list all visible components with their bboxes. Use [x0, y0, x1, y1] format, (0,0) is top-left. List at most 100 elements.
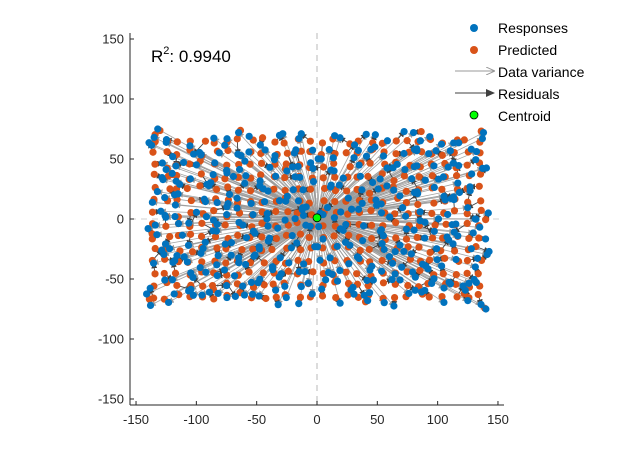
- predicted-point: [356, 246, 364, 255]
- x-tick-label: 0: [313, 412, 320, 427]
- predicted-point: [392, 150, 400, 158]
- response-point: [287, 244, 295, 252]
- response-point: [477, 300, 485, 309]
- predicted-point: [296, 293, 305, 301]
- response-point: [350, 141, 359, 149]
- response-point: [277, 270, 285, 278]
- response-point: [275, 131, 284, 139]
- legend-item-responses: Responses: [470, 20, 568, 36]
- predicted-point: [258, 134, 267, 142]
- response-point: [146, 301, 155, 309]
- response-point: [293, 239, 301, 247]
- response-point: [214, 289, 222, 297]
- predicted-point: [163, 148, 171, 156]
- response-point: [380, 299, 388, 307]
- response-point: [354, 205, 363, 213]
- response-point: [443, 233, 451, 241]
- response-point: [201, 198, 210, 206]
- response-point: [144, 225, 152, 233]
- predicted-point: [260, 281, 268, 289]
- predicted-point: [379, 279, 388, 287]
- response-point: [409, 129, 418, 137]
- response-point: [169, 153, 177, 161]
- predicted-point: [402, 198, 410, 207]
- predicted-point: [425, 256, 434, 264]
- response-point: [186, 175, 195, 183]
- response-point: [209, 170, 217, 179]
- response-point: [161, 193, 169, 202]
- response-point: [172, 162, 180, 170]
- predicted-point: [305, 233, 313, 242]
- predicted-point: [187, 196, 195, 205]
- response-point: [416, 217, 424, 225]
- response-point: [454, 179, 462, 187]
- response-point: [189, 291, 197, 299]
- predicted-point: [173, 138, 181, 146]
- predicted-point: [211, 233, 220, 241]
- predicted-point: [318, 292, 327, 300]
- response-point: [446, 147, 454, 155]
- predicted-point: [281, 186, 289, 195]
- response-point: [309, 177, 318, 186]
- response-point: [196, 263, 204, 272]
- predicted-point: [150, 170, 158, 178]
- response-point: [185, 219, 193, 227]
- variance-arrow: [316, 217, 347, 243]
- response-point: [245, 132, 253, 140]
- legend-item-residuals: Residuals: [455, 86, 559, 102]
- response-point: [356, 172, 364, 180]
- predicted-point: [392, 234, 400, 242]
- predicted-point: [306, 185, 315, 193]
- response-point: [368, 262, 376, 270]
- variance-arrow: [149, 217, 318, 306]
- response-point: [444, 163, 452, 171]
- response-point: [201, 238, 209, 246]
- response-point: [289, 186, 297, 194]
- response-point: [187, 269, 195, 277]
- response-point: [245, 148, 253, 156]
- predicted-point: [476, 170, 485, 178]
- predicted-point: [272, 234, 281, 243]
- response-point: [158, 159, 166, 167]
- response-point: [264, 187, 272, 195]
- response-point: [189, 150, 198, 158]
- response-point: [271, 152, 279, 160]
- response-point: [301, 267, 309, 276]
- response-point: [171, 201, 180, 209]
- response-point: [223, 293, 231, 302]
- predicted-point: [345, 231, 353, 239]
- response-point: [162, 213, 170, 221]
- response-point: [195, 148, 204, 157]
- predicted-point: [438, 292, 446, 301]
- response-point: [235, 254, 243, 262]
- response-point: [465, 279, 473, 287]
- predicted-point: [249, 245, 257, 253]
- predicted-point: [234, 186, 243, 194]
- predicted-point: [198, 219, 206, 227]
- response-point: [302, 203, 310, 211]
- predicted-point: [233, 135, 241, 143]
- response-point: [239, 282, 247, 290]
- response-point: [466, 183, 474, 191]
- response-point: [202, 213, 211, 221]
- response-point: [260, 198, 269, 206]
- predicted-point: [344, 210, 352, 218]
- response-point: [369, 276, 377, 284]
- predicted-point: [171, 269, 180, 277]
- predicted-point: [270, 185, 278, 193]
- response-point: [482, 305, 490, 313]
- response-point: [421, 286, 429, 295]
- response-point: [242, 234, 251, 242]
- response-point: [481, 235, 490, 243]
- response-point: [180, 158, 188, 167]
- predicted-point: [151, 270, 159, 278]
- predicted-point: [402, 235, 411, 243]
- predicted-point: [294, 256, 302, 264]
- response-point: [272, 172, 280, 180]
- response-point: [171, 212, 179, 221]
- response-point: [479, 129, 488, 137]
- response-point: [291, 215, 299, 223]
- response-point: [224, 199, 232, 208]
- response-point: [241, 157, 249, 165]
